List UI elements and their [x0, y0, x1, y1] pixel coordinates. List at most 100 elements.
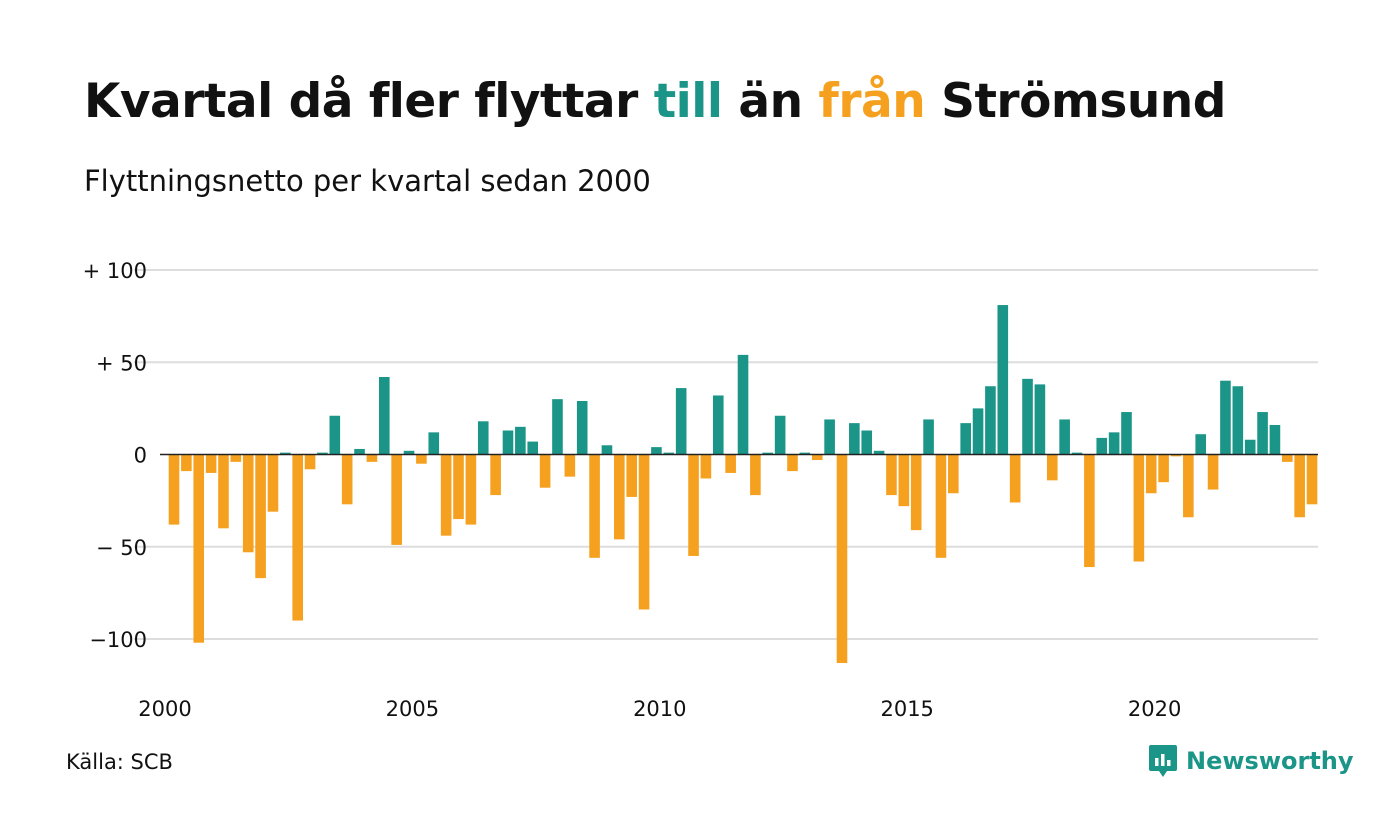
- bar-negative: [255, 454, 266, 579]
- bar-positive: [1244, 439, 1256, 455]
- bar-positive: [515, 426, 526, 455]
- bar-negative: [218, 454, 229, 529]
- bar-negative: [1207, 454, 1219, 490]
- bar-positive: [601, 445, 613, 455]
- bar-positive: [576, 401, 588, 455]
- bar-positive: [502, 430, 514, 455]
- title-part-2: än: [722, 74, 819, 129]
- title-part-3: Strömsund: [925, 74, 1226, 129]
- bar-negative: [688, 454, 699, 556]
- bar-negative: [242, 454, 254, 553]
- bar-negative: [1306, 454, 1318, 505]
- bar-positive: [1108, 432, 1120, 455]
- bar-negative: [1282, 454, 1293, 462]
- bar-negative: [168, 454, 180, 525]
- bar-positive: [873, 450, 885, 455]
- y-axis-labels: + 100 + 50 0 − 50 −100: [83, 259, 147, 652]
- bars: [168, 305, 1318, 663]
- bar-positive: [824, 419, 835, 455]
- bar-positive: [317, 452, 328, 455]
- title-part-1: Kvartal då fler flyttar: [84, 74, 654, 129]
- bar-negative: [626, 454, 637, 497]
- x-tick-label: 2015: [880, 697, 933, 721]
- y-tick-label: − 50: [96, 536, 147, 560]
- bar-negative: [614, 454, 625, 540]
- y-tick-label: + 100: [83, 259, 147, 283]
- title-highlight-negative: från: [818, 74, 926, 129]
- x-tick-label: 2005: [386, 697, 439, 721]
- bar-positive: [1220, 380, 1231, 455]
- bar-negative: [465, 454, 477, 525]
- bar-positive: [1059, 419, 1070, 455]
- bar-positive: [354, 448, 365, 455]
- bar-negative: [910, 454, 922, 531]
- chart-subtitle: Flyttningsnetto per kvartal sedan 2000: [84, 164, 651, 198]
- bar-negative: [1183, 454, 1194, 518]
- bar-negative: [935, 454, 947, 558]
- bar-positive: [651, 447, 662, 455]
- bar-positive: [1195, 434, 1207, 455]
- bar-negative: [564, 454, 576, 477]
- bar-positive: [428, 432, 440, 455]
- bar-negative: [750, 454, 761, 496]
- bar-positive: [849, 423, 860, 455]
- bar-positive: [712, 395, 724, 455]
- bar-positive: [1232, 386, 1244, 455]
- bar-negative: [341, 454, 353, 505]
- x-axis-labels: 2000 2005 2010 2015 2020: [138, 697, 1181, 721]
- bar-negative: [700, 454, 712, 479]
- bar-positive: [378, 377, 390, 455]
- bar-negative: [725, 454, 736, 473]
- bar-negative: [304, 454, 316, 470]
- bar-positive: [799, 452, 811, 455]
- bar-positive: [774, 415, 786, 455]
- bar-positive: [527, 441, 539, 455]
- bar-negative: [1294, 454, 1305, 518]
- bar-positive: [1034, 384, 1046, 455]
- bar-positive: [403, 450, 415, 455]
- bar-positive: [972, 408, 984, 455]
- y-tick-label: + 50: [96, 351, 147, 375]
- bar-positive: [1096, 437, 1108, 455]
- bar-positive: [762, 452, 774, 455]
- bar-positive: [985, 386, 996, 455]
- bar-negative: [539, 454, 551, 488]
- bar-positive: [280, 452, 291, 455]
- bar-negative: [1046, 454, 1058, 481]
- y-tick-label: 0: [134, 444, 147, 468]
- bar-positive: [329, 415, 341, 455]
- bar-negative: [391, 454, 402, 545]
- bar-chart: + 100 + 50 0 − 50 −100 2000 2005 2010 2015 2020: [83, 259, 1318, 721]
- bar-negative: [292, 454, 303, 621]
- chart-title: Kvartal då fler flyttar till än från Str…: [84, 74, 1226, 129]
- bar-negative: [1084, 454, 1095, 568]
- title-highlight-positive: till: [653, 74, 723, 129]
- source-credit: Källa: SCB: [66, 750, 173, 774]
- bar-positive: [675, 388, 687, 455]
- brand-name: Newsworthy: [1186, 747, 1354, 775]
- bar-negative: [811, 454, 823, 461]
- bar-positive: [1269, 424, 1281, 455]
- bar-negative: [638, 454, 650, 610]
- bar-positive: [861, 430, 873, 455]
- bar-negative: [589, 454, 600, 558]
- bar-negative: [366, 454, 378, 462]
- brand-logo: Newsworthy: [1148, 744, 1354, 778]
- bar-negative: [1133, 454, 1145, 562]
- bar-negative: [787, 454, 798, 472]
- bar-positive: [477, 421, 489, 455]
- newsworthy-logo-icon: [1149, 745, 1177, 777]
- bar-positive: [1257, 412, 1268, 455]
- x-tick-label: 2010: [633, 697, 686, 721]
- bar-negative: [836, 454, 848, 663]
- bar-negative: [1009, 454, 1021, 503]
- bar-positive: [1071, 452, 1083, 455]
- bar-positive: [923, 419, 934, 455]
- bar-positive: [997, 305, 1009, 455]
- bar-negative: [948, 454, 959, 494]
- bar-negative: [440, 454, 452, 536]
- bar-negative: [453, 454, 464, 520]
- bar-positive: [663, 452, 675, 455]
- bar-negative: [267, 454, 279, 512]
- bar-negative: [205, 454, 217, 473]
